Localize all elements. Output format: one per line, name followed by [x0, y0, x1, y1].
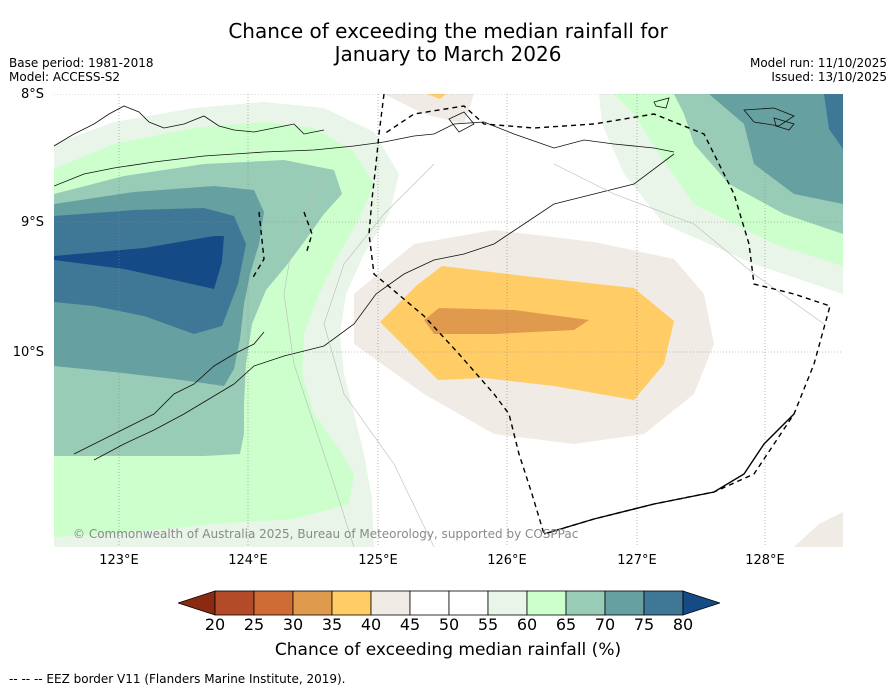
timor-north-coast	[54, 121, 675, 187]
contour-line-3	[553, 163, 825, 325]
colorbar-cell	[214, 590, 255, 616]
title-line-1: Chance of exceeding the median rainfall …	[228, 19, 668, 43]
contour-line-2	[323, 163, 435, 547]
tick-label: 65	[555, 615, 577, 634]
meta-left: Base period: 1981-2018 Model: ACCESS-S2	[9, 56, 154, 84]
lon-label-127e: 127°E	[617, 553, 657, 568]
model-run-text: Model run: 11/10/2025	[749, 56, 887, 70]
contour-lines	[283, 163, 825, 547]
tick-label: 35	[321, 615, 343, 634]
lat-label-8s: 8°S	[20, 87, 44, 102]
model-text: Model: ACCESS-S2	[9, 70, 121, 84]
contour-40-45-southeast	[794, 512, 843, 547]
colorbar-cell	[253, 590, 294, 616]
meta-right: Model run: 11/10/2025 Issued: 13/10/2025	[750, 56, 887, 84]
lat-label-9s: 9°S	[20, 215, 44, 230]
eez-border-solid-segment	[543, 413, 795, 535]
contour-75-80-northeast	[824, 94, 843, 149]
colorbar-extend-high	[682, 590, 720, 616]
lon-label-128e: 128°E	[745, 553, 785, 568]
lon-label-126e: 126°E	[487, 553, 527, 568]
tick-label: 20	[204, 615, 226, 634]
tick-label: 45	[399, 615, 421, 634]
rainfall-map	[54, 94, 843, 547]
west-timor-tip	[73, 331, 265, 455]
tick-label: 40	[360, 615, 382, 634]
lon-label-125e: 125°E	[358, 553, 398, 568]
tick-label: 55	[477, 615, 499, 634]
colorbar-cell	[331, 590, 372, 616]
north-island-1	[653, 97, 670, 109]
colorbar-extend-low	[178, 590, 216, 616]
lat-label-10s: 10°S	[12, 345, 44, 360]
contour-35-40-north	[427, 94, 446, 99]
tick-label: 80	[672, 615, 694, 634]
colorbar-cell	[448, 590, 489, 616]
contour-70-75-northeast	[709, 94, 843, 204]
contour-30-35-central	[424, 308, 589, 334]
colorbar-cell	[292, 590, 333, 616]
colorbar-cell	[370, 590, 411, 616]
colorbar-cell	[643, 590, 684, 616]
tick-label: 25	[243, 615, 265, 634]
tick-label: 60	[516, 615, 538, 634]
tick-label: 30	[282, 615, 304, 634]
west-coast-islands	[54, 105, 325, 147]
colorbar	[178, 590, 720, 616]
base-period-text: Base period: 1981-2018	[9, 56, 154, 70]
tick-label: 70	[594, 615, 616, 634]
lon-label-124e: 124°E	[228, 553, 268, 568]
colorbar-title: Chance of exceeding median rainfall (%)	[274, 640, 622, 660]
lon-label-123e: 123°E	[99, 553, 139, 568]
contour-35-40-central	[380, 266, 674, 400]
contour-40-45-north	[384, 94, 474, 124]
colorbar-cell	[526, 590, 567, 616]
colorbar-cell	[604, 590, 645, 616]
colorbar-cell	[487, 590, 528, 616]
timor-south-coast	[93, 153, 675, 461]
north-island-4	[773, 117, 795, 131]
colorbar-cell	[565, 590, 606, 616]
graticule	[54, 94, 843, 547]
eez-footnote: -- -- -- EEZ border V11 (Flanders Marine…	[9, 672, 346, 686]
tick-label: 75	[633, 615, 655, 634]
north-island-2	[743, 107, 795, 127]
copyright-text: © Commonwealth of Australia 2025, Bureau…	[73, 527, 579, 541]
coastlines	[54, 97, 795, 461]
contour-80-plus-west	[54, 236, 224, 289]
tick-label: 50	[438, 615, 460, 634]
colorbar-cells	[178, 590, 720, 616]
north-island-3	[448, 111, 475, 133]
contour-line-1	[283, 173, 355, 547]
map-title: Chance of exceeding the median rainfall …	[0, 20, 896, 66]
colorbar-cell	[409, 590, 450, 616]
title-line-2: January to March 2026	[334, 42, 562, 66]
issued-text: Issued: 13/10/2025	[771, 70, 887, 84]
